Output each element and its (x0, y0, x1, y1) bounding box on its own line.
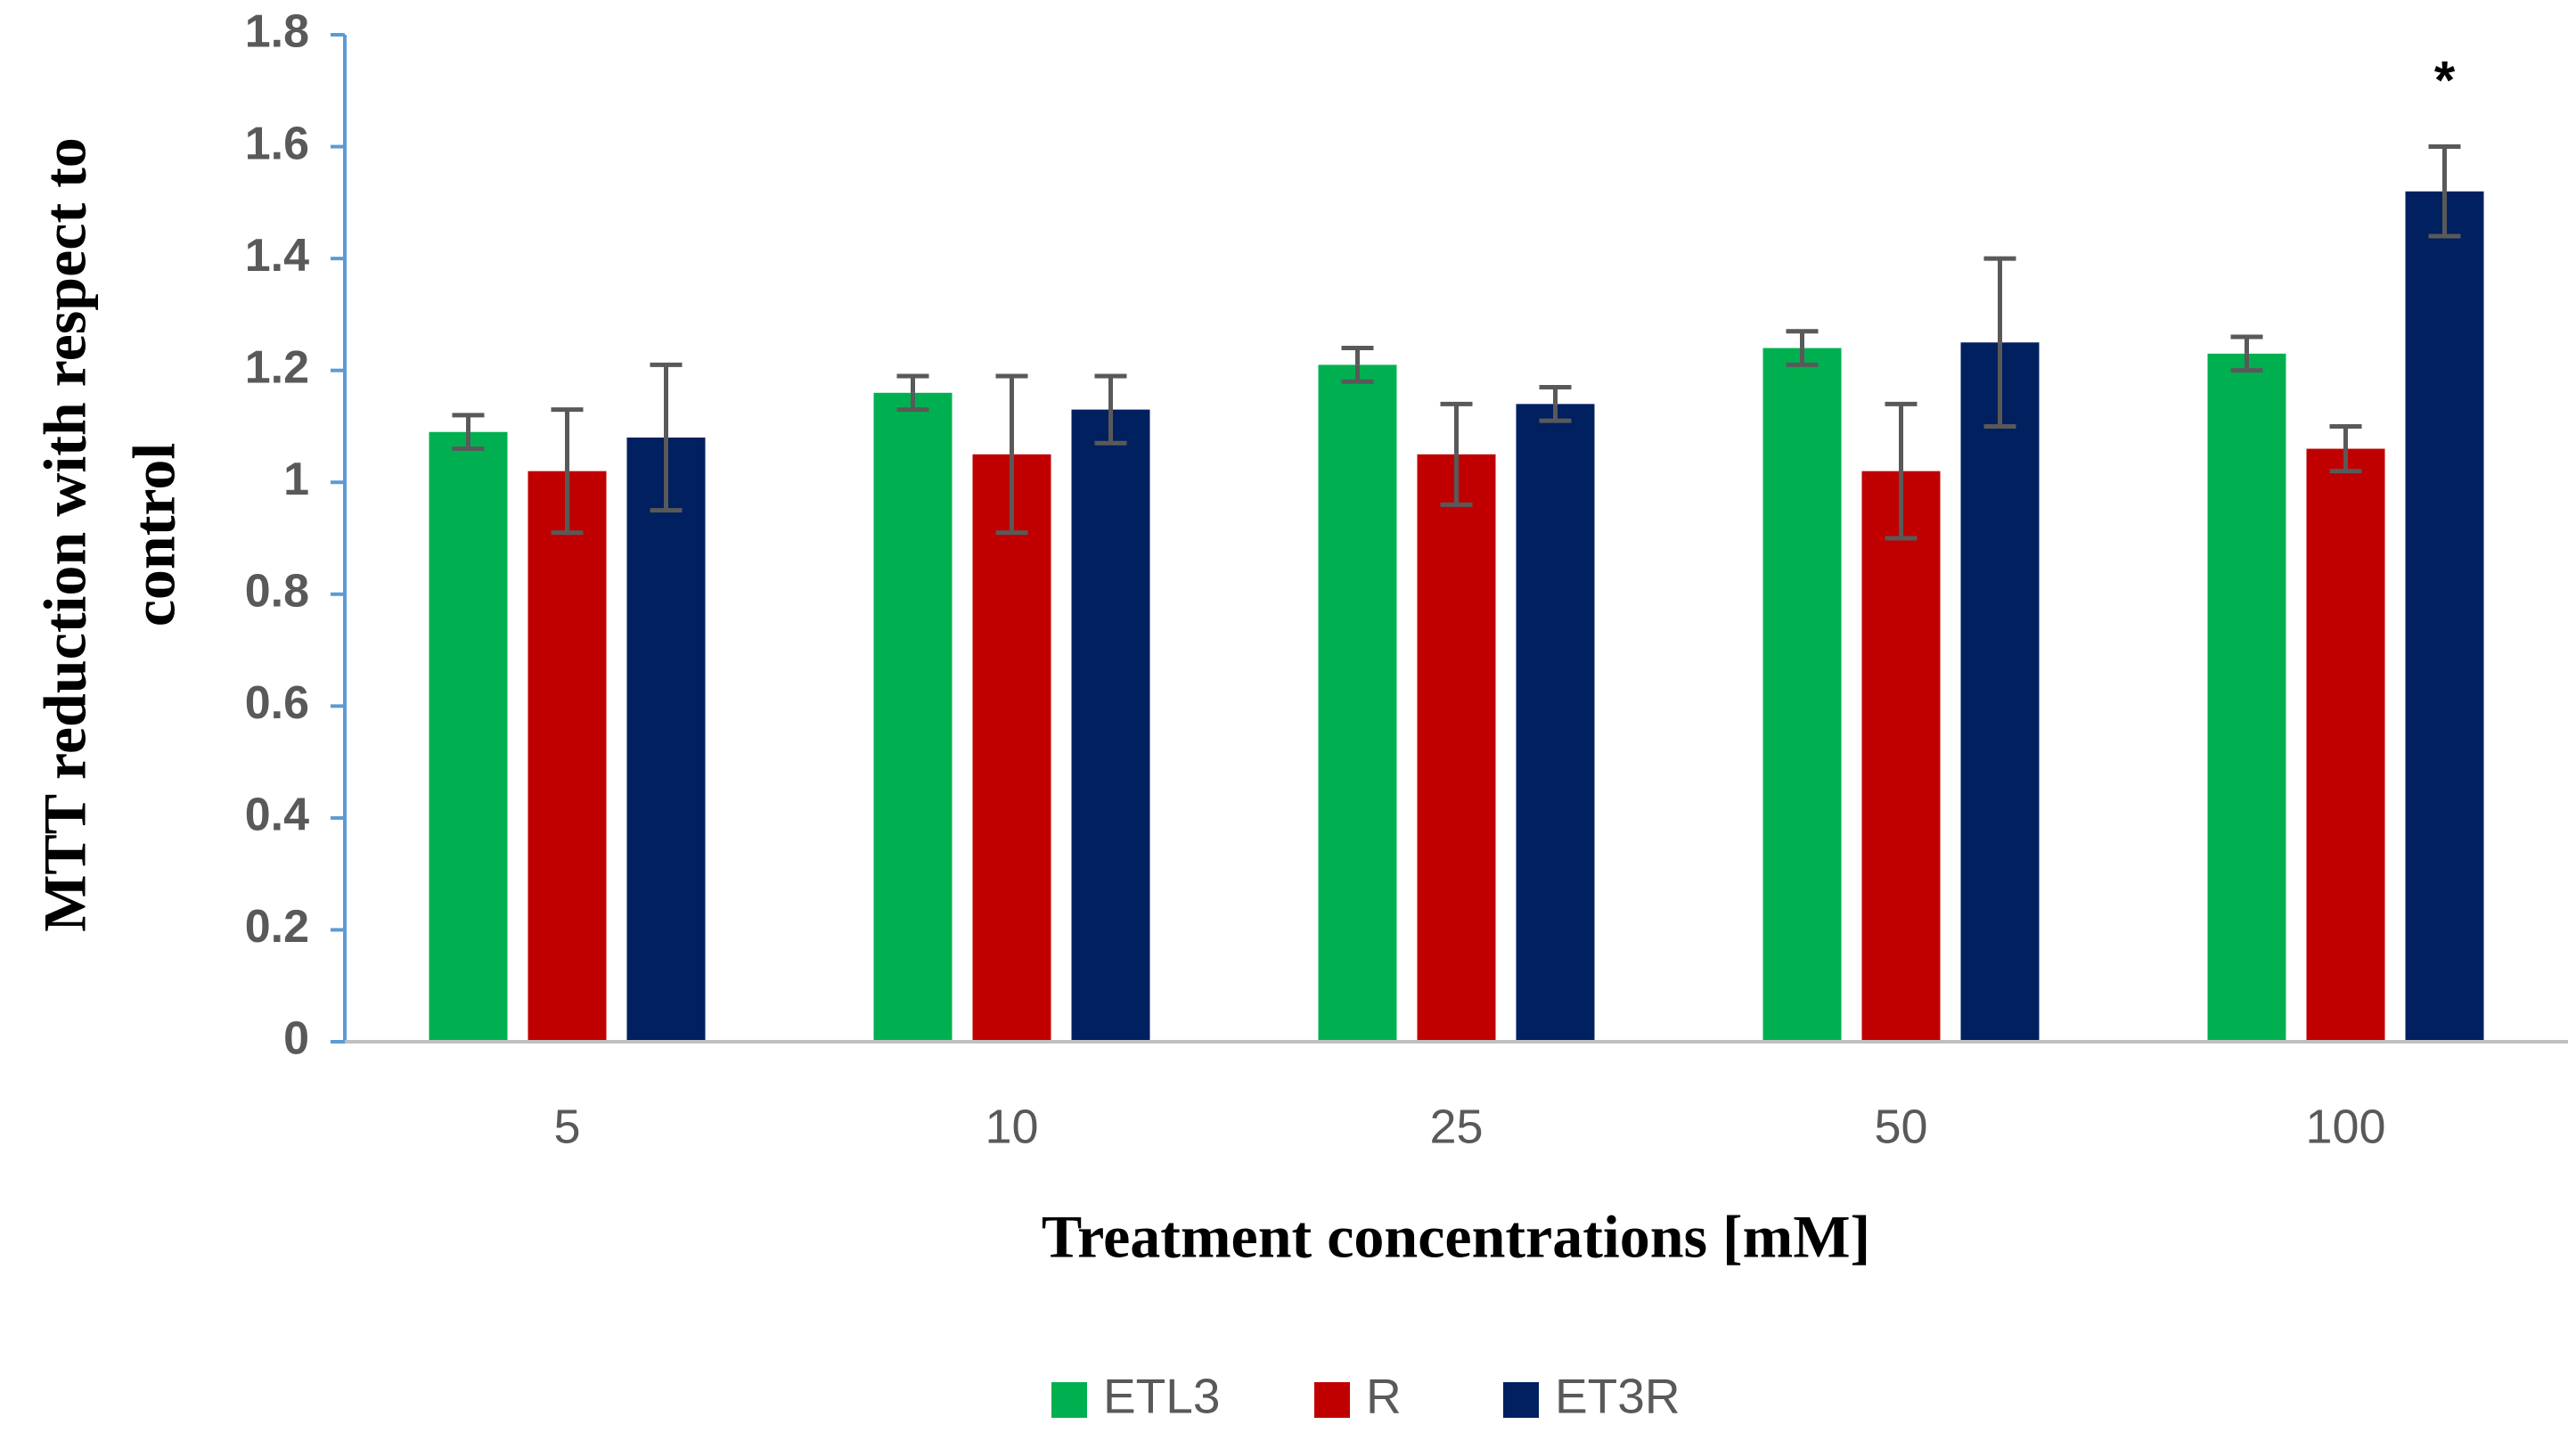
y-tick-label: 0.4 (245, 790, 309, 841)
bar (429, 431, 508, 1042)
error-bar (1885, 401, 1918, 541)
legend-swatch (1503, 1382, 1539, 1418)
error-bar (650, 362, 683, 513)
error-bar (995, 373, 1028, 536)
legend-label: ETL3 (1103, 1369, 1220, 1424)
annotation: * (2434, 50, 2456, 110)
error-bar (2428, 144, 2461, 239)
y-tick-label: 1.2 (245, 341, 309, 393)
x-tick-label: 100 (2305, 1100, 2385, 1153)
error-bar (1440, 401, 1473, 507)
y-tick-label: 0 (283, 1013, 309, 1065)
bar (2306, 448, 2385, 1042)
y-tick-label: 1.6 (245, 118, 309, 169)
bar (527, 471, 607, 1042)
y-tick-label: 0.2 (245, 901, 309, 953)
legend-label: R (1366, 1369, 1402, 1424)
bar (1318, 364, 1397, 1042)
legend-label: ET3R (1555, 1369, 1681, 1424)
error-bar (1786, 329, 1819, 367)
y-tick-label: 1.4 (245, 230, 309, 282)
bar (1071, 409, 1150, 1043)
x-axis-title: Treatment concentrations [mM] (1042, 1203, 1870, 1271)
y-tick-label: 0.8 (245, 566, 309, 618)
bar (1516, 404, 1595, 1042)
bar (1861, 471, 1941, 1042)
error-bar (1983, 256, 2016, 429)
error-bar (1094, 373, 1127, 446)
error-bar (1341, 346, 1374, 384)
error-bar (1539, 385, 1572, 423)
error-bar (896, 373, 929, 413)
bar (1417, 454, 1496, 1042)
y-tick-label: 0.6 (245, 677, 309, 729)
legend-swatch (1051, 1382, 1087, 1418)
y-axis-title: MTT reduction with respect to (31, 137, 99, 932)
error-bar (452, 413, 485, 452)
error-bar (551, 407, 584, 536)
y-axis-title: control (120, 443, 188, 627)
y-tick-label: 1.8 (245, 6, 309, 58)
x-tick-label: 25 (1429, 1100, 1483, 1153)
bar (1762, 348, 1842, 1042)
bar (873, 392, 953, 1042)
error-bar (2230, 334, 2263, 373)
y-tick-label: 1 (283, 454, 309, 505)
bar (1960, 342, 2040, 1042)
bar (972, 454, 1051, 1042)
x-tick-label: 10 (985, 1100, 1038, 1153)
bar (2207, 353, 2286, 1042)
x-tick-label: 50 (1874, 1100, 1927, 1153)
bar (626, 438, 706, 1042)
legend-swatch (1314, 1382, 1350, 1418)
error-bar (2329, 423, 2362, 474)
bar (2405, 191, 2484, 1042)
x-tick-label: 5 (553, 1100, 580, 1153)
